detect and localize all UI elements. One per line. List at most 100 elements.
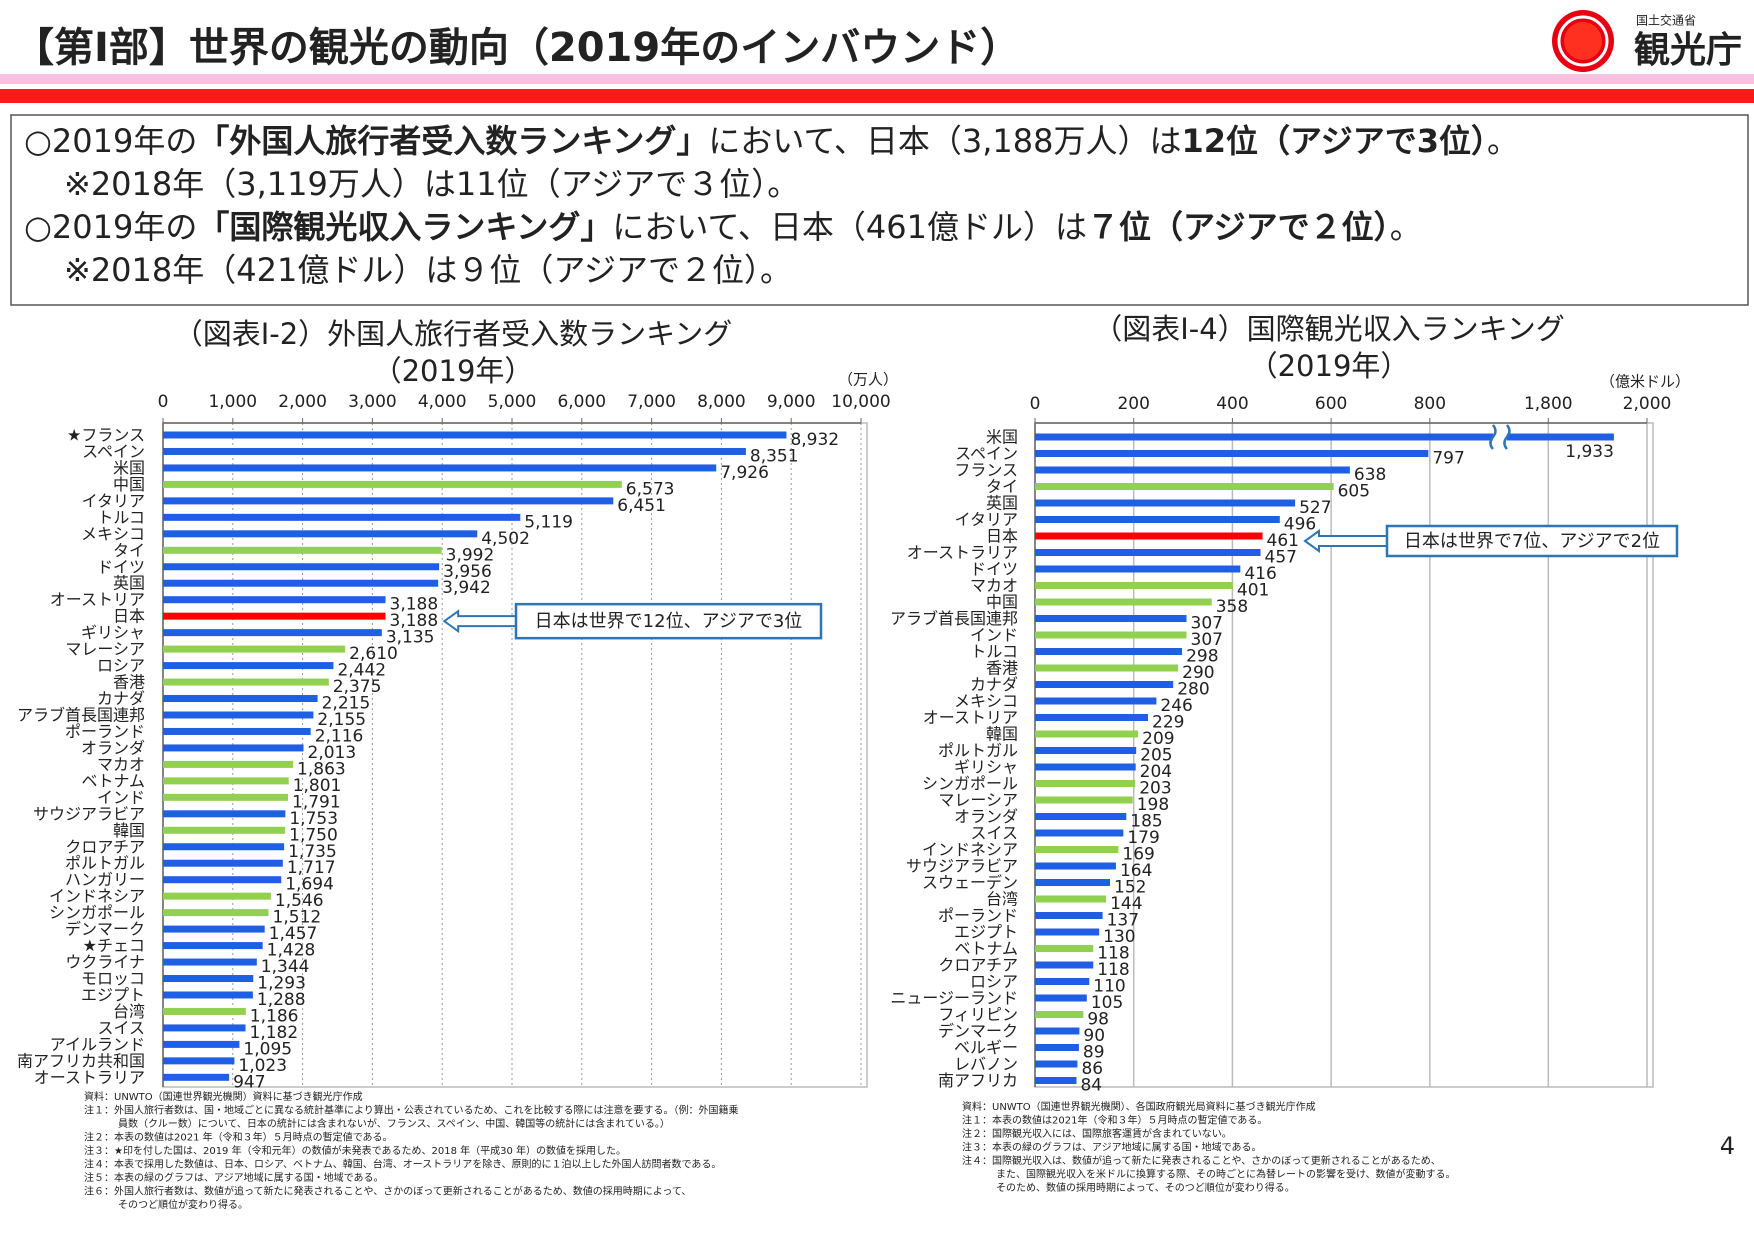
category-label: シンガポール xyxy=(922,774,1018,793)
category-label: 英国 xyxy=(113,574,145,593)
bar xyxy=(1035,697,1157,705)
note: 注１：外国人旅行者数は、国・地域ごとに異なる統計基準により算出・公表されているた… xyxy=(84,1104,739,1117)
chart-title: （図表Ⅰ-2）外国人旅行者受入数ランキング xyxy=(174,317,733,351)
value-label: 137 xyxy=(1107,911,1139,931)
value-label: 118 xyxy=(1097,944,1129,964)
value-label: 1,288 xyxy=(257,990,306,1010)
bar xyxy=(163,579,439,587)
category-label: デンマーク xyxy=(65,920,145,939)
value-label: 307 xyxy=(1191,630,1223,650)
summary-segment: ７位（アジアで２位） xyxy=(1087,208,1390,246)
note: そのつど順位が変わり得る。 xyxy=(118,1198,248,1211)
category-label: エジプト xyxy=(954,923,1018,942)
value-label: 797 xyxy=(1432,449,1464,469)
value-label: 4,502 xyxy=(481,529,530,549)
category-label: イタリア xyxy=(82,491,145,510)
bar xyxy=(1035,499,1296,507)
bar xyxy=(163,711,314,719)
axis-break-mark xyxy=(1489,424,1511,450)
bar xyxy=(163,727,311,735)
bar xyxy=(163,513,521,521)
bar xyxy=(1035,912,1103,919)
category-label: アラブ首長国連邦 xyxy=(17,705,145,724)
bar xyxy=(163,563,440,571)
bar xyxy=(1035,895,1107,903)
summary-line: ○2019年の「国際観光収入ランキング」において、日本（461億ドル）は７位（ア… xyxy=(24,208,1422,246)
x-tick-label: 5,000 xyxy=(488,392,537,412)
value-label: 358 xyxy=(1216,597,1248,617)
value-label: 1,023 xyxy=(238,1056,287,1076)
value-label: 2,013 xyxy=(308,743,357,763)
bar xyxy=(163,678,329,686)
x-tick-label: 6,000 xyxy=(557,392,606,412)
value-label: 638 xyxy=(1354,465,1386,485)
value-label: 179 xyxy=(1127,828,1159,848)
category-label: スイス xyxy=(970,824,1018,843)
bar xyxy=(1035,450,1429,457)
bar xyxy=(1035,994,1087,1002)
bar xyxy=(163,530,478,538)
category-label: ロシア xyxy=(970,972,1018,991)
category-label: 香港 xyxy=(986,659,1018,678)
x-tick-label: 600 xyxy=(1315,394,1347,414)
value-label: 169 xyxy=(1122,845,1154,865)
x-tick-label: 800 xyxy=(1414,394,1446,414)
note: 注６：外国人旅行者数は、数値が追って新たに発表されることや、さかのぼって更新され… xyxy=(84,1185,691,1198)
bar xyxy=(163,793,289,801)
value-label: 416 xyxy=(1244,564,1276,584)
value-label: 1,753 xyxy=(289,809,338,829)
bar xyxy=(163,629,382,637)
bar xyxy=(1035,648,1183,655)
value-label: 204 xyxy=(1140,762,1172,782)
bar xyxy=(1035,763,1136,771)
category-label: ★フランス xyxy=(67,426,145,445)
bar xyxy=(163,464,717,472)
bar xyxy=(163,447,746,455)
value-label: 461 xyxy=(1267,531,1299,551)
bar xyxy=(163,662,334,670)
value-label: 3,942 xyxy=(442,578,491,598)
category-label: アイルランド xyxy=(50,1035,145,1054)
category-label: トルコ xyxy=(970,642,1018,661)
value-label: 89 xyxy=(1083,1043,1105,1063)
category-label: ベトナム xyxy=(81,771,145,790)
note: 注１：本表の数値は2021年（令和３年）５月時点の暫定値である。 xyxy=(962,1114,1267,1127)
axis-unit: （万人） xyxy=(838,371,898,389)
category-label: 中国 xyxy=(986,593,1018,612)
category-label: イタリア xyxy=(955,510,1018,529)
note: 注３：★印を付した国は、2019 年（令和元年）の数値が未発表であるため、201… xyxy=(84,1144,626,1157)
category-label: 南アフリカ xyxy=(938,1071,1018,1090)
category-label: オランダ xyxy=(954,807,1018,826)
category-label: タイ xyxy=(986,477,1018,496)
bar xyxy=(163,909,269,917)
chart-title: （図表Ⅰ-4）国際観光収入ランキング xyxy=(1093,312,1565,346)
category-label: トルコ xyxy=(97,508,145,527)
summary-segment: 12位（アジアで3位） xyxy=(1181,122,1487,160)
bar xyxy=(1035,796,1133,804)
category-label: ポーランド xyxy=(65,722,145,741)
note: 注４：本表で採用した数値は、日本、ロシア、ベトナム、韓国、台湾、オーストラリアを… xyxy=(84,1158,721,1171)
bar xyxy=(163,810,286,818)
bar xyxy=(1035,714,1149,721)
category-label: フランス xyxy=(954,461,1018,480)
summary-segment: 。 xyxy=(1390,208,1422,246)
bar xyxy=(163,1040,240,1048)
bar xyxy=(1035,565,1241,573)
summary-segment: 。 xyxy=(1487,122,1519,160)
value-label: 307 xyxy=(1191,614,1223,634)
note: 注５：本表の緑のグラフは、アジア地域に属する国・地域である。 xyxy=(84,1171,384,1184)
category-label: スペイン xyxy=(955,444,1018,463)
value-label: 152 xyxy=(1114,878,1146,898)
bar xyxy=(163,892,271,900)
bar xyxy=(1035,862,1116,870)
value-label: 457 xyxy=(1265,548,1297,568)
category-label: メキシコ xyxy=(81,524,145,543)
category-label: スイス xyxy=(97,1018,145,1037)
value-label: 3,188 xyxy=(390,595,439,615)
value-label: 2,116 xyxy=(315,726,364,746)
x-tick-label: 400 xyxy=(1216,394,1248,414)
value-label: 2,442 xyxy=(337,661,386,681)
category-label: インド xyxy=(97,788,145,807)
summary-segment: ○2019年の xyxy=(24,208,197,246)
bar xyxy=(1035,631,1187,639)
